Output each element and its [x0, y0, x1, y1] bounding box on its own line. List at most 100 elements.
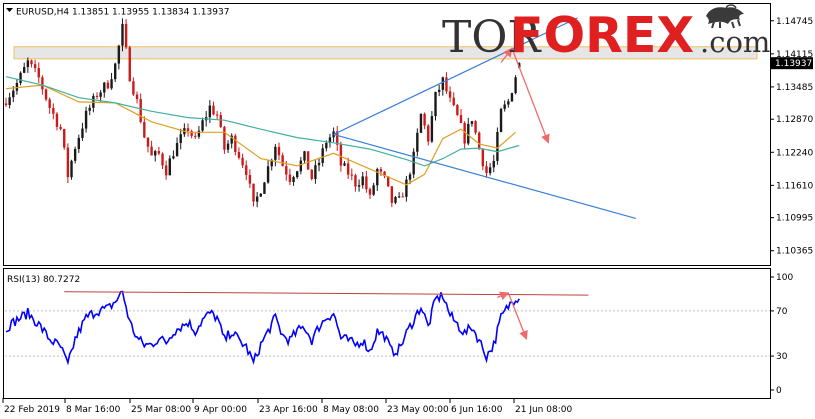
candle: [277, 142, 281, 161]
candle-body: [55, 113, 59, 127]
candle: [23, 62, 26, 74]
candle-body: [179, 134, 182, 144]
candle-body: [514, 77, 517, 94]
candle: [15, 78, 19, 95]
candle: [168, 155, 171, 176]
candle-body: [237, 151, 241, 158]
candle-body: [481, 149, 485, 167]
candle: [419, 113, 423, 134]
candle-body: [361, 176, 364, 186]
candle-body: [70, 160, 73, 178]
rsi-tick-label: 0: [776, 386, 782, 396]
trendline: [333, 133, 636, 220]
candle: [328, 133, 332, 148]
candle-body: [259, 193, 262, 197]
candle-body: [441, 77, 444, 90]
candle: [245, 160, 248, 181]
candle-body: [314, 165, 317, 179]
candle-body: [390, 186, 394, 203]
candle: [492, 154, 495, 173]
candle-body: [427, 125, 430, 142]
candle: [496, 127, 499, 165]
candle-body: [317, 162, 321, 166]
candle-body: [4, 103, 8, 106]
candle-body: [255, 196, 259, 202]
candle-body: [63, 129, 66, 148]
current-price-badge: [771, 57, 813, 70]
candle-body: [168, 158, 171, 176]
candle: [157, 146, 161, 156]
rsi-forecast-arrow: [507, 292, 528, 340]
time-tick-label: 22 Feb 2019: [4, 405, 60, 415]
candle-body: [215, 114, 219, 116]
rsi-annotations: [497, 291, 528, 340]
candle: [306, 151, 310, 170]
candle: [52, 103, 55, 120]
time-tick-label: 6 Jun 16:00: [451, 405, 503, 415]
candle-body: [459, 115, 463, 123]
candle: [437, 84, 441, 97]
candle-body: [252, 183, 255, 202]
candle-body: [343, 163, 346, 166]
rsi-header-label: RSI(13) 80.7272: [7, 275, 80, 285]
time-tick-label: 8 May 08:00: [323, 405, 379, 415]
moving-average-line: [5, 76, 520, 167]
price-tick-label: 1.14115: [776, 50, 813, 60]
candle: [372, 182, 375, 196]
candle-body: [354, 175, 357, 187]
candle-body: [84, 110, 88, 129]
candle: [146, 137, 150, 153]
time-tick-label: 21 Jun 08:00: [515, 405, 572, 415]
candle-body: [478, 132, 481, 150]
candle: [310, 169, 313, 181]
candle-body: [288, 174, 292, 183]
candle-body: [8, 97, 11, 106]
candle: [252, 183, 255, 207]
candle-body: [357, 185, 361, 187]
rsi-forecast-arrow: [497, 291, 510, 301]
candle: [33, 59, 37, 73]
candle-body: [296, 171, 299, 178]
candle: [412, 148, 415, 179]
candle-body: [103, 82, 106, 93]
candle-body: [263, 182, 266, 194]
candle: [164, 160, 168, 180]
candle: [343, 161, 346, 167]
candle-body: [95, 95, 99, 97]
candle: [12, 85, 15, 103]
candle-body: [44, 89, 48, 100]
candle: [172, 150, 175, 160]
candle: [303, 150, 306, 164]
candle: [401, 192, 404, 198]
candle-body: [503, 104, 506, 109]
candle-body: [241, 157, 244, 166]
price-tick-label: 1.10365: [776, 247, 813, 257]
candle-body: [73, 148, 77, 161]
price-tick-label: 1.12240: [776, 148, 813, 158]
candle: [478, 131, 481, 150]
candle-body: [106, 82, 110, 89]
candle: [397, 192, 401, 199]
candle: [103, 81, 106, 98]
candle: [230, 133, 233, 149]
candle: [405, 175, 408, 202]
candle-body: [456, 105, 459, 116]
candle-body: [510, 93, 514, 102]
rsi-line: [5, 290, 520, 366]
candle-body: [434, 91, 437, 117]
candle-body: [157, 151, 161, 154]
candle: [150, 140, 153, 156]
candle: [474, 120, 477, 135]
candle-body: [223, 126, 226, 150]
candle: [8, 92, 11, 109]
candle: [175, 137, 179, 157]
candle: [507, 98, 510, 108]
candle-body: [437, 89, 441, 92]
price-tick-label: 1.10995: [776, 214, 813, 224]
candle: [452, 92, 455, 107]
candle-body: [448, 91, 452, 98]
candle: [456, 104, 459, 116]
candle: [154, 149, 157, 162]
candle-body: [270, 159, 273, 167]
candle: [387, 176, 390, 188]
